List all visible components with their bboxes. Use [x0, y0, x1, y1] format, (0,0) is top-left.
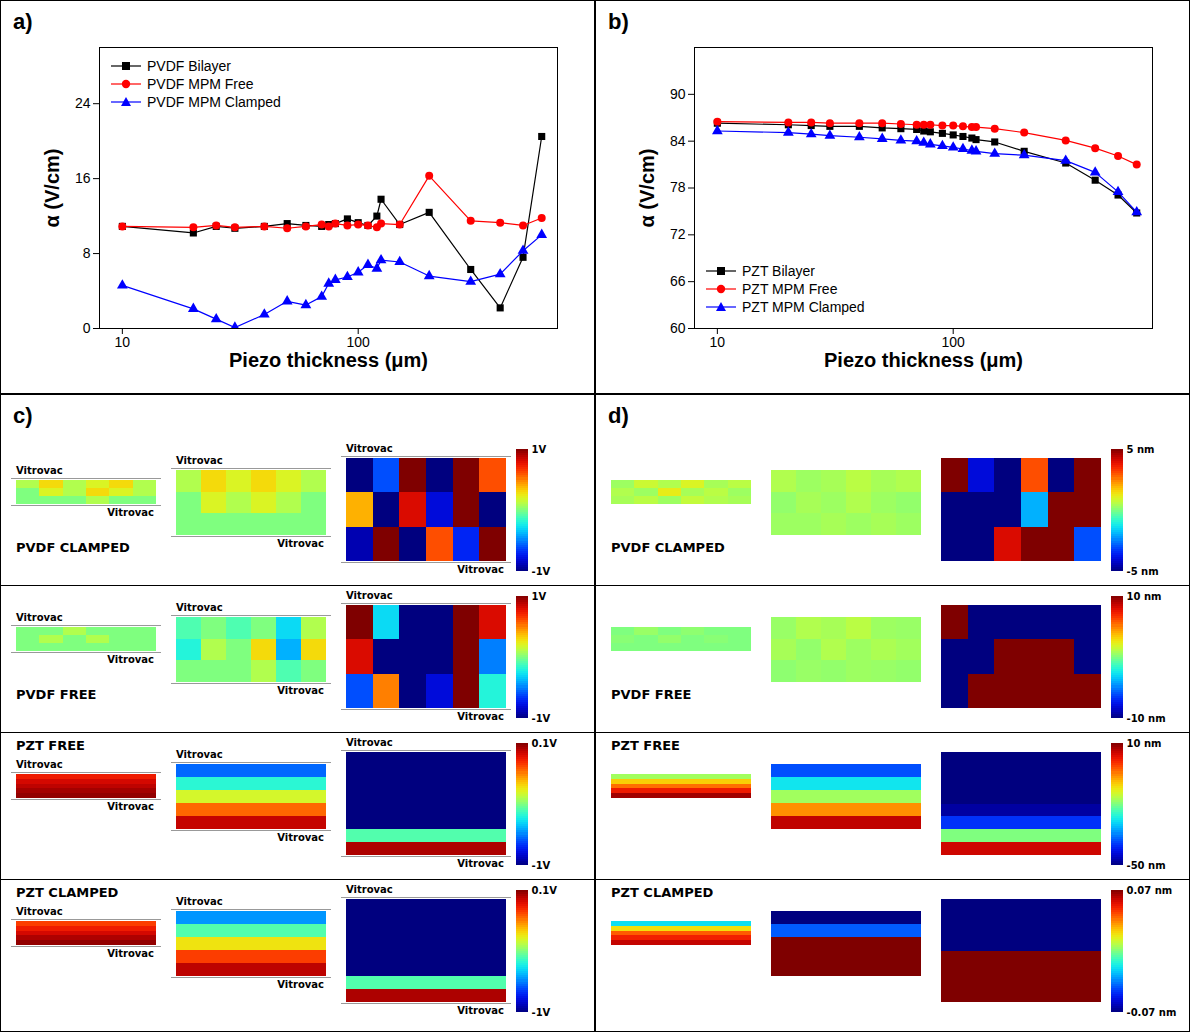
svg-text:Piezo thickness (μm): Piezo thickness (μm) — [229, 349, 428, 371]
svg-text:100: 100 — [941, 334, 965, 351]
html-text:Vitrovac: Vitrovac — [346, 884, 393, 895]
html-text:a): a) — [13, 9, 33, 34]
svg-text:66: 66 — [670, 273, 686, 289]
html-text:PVDF Bilayer: PVDF Bilayer — [147, 58, 231, 74]
html-text:PVDF FREE: PVDF FREE — [16, 687, 97, 702]
html-text:Vitrovac: Vitrovac — [107, 654, 154, 665]
svg-text:-50 nm: -50 nm — [1127, 860, 1166, 871]
html-text:Vitrovac: Vitrovac — [346, 443, 393, 454]
html-text:Vitrovac: Vitrovac — [107, 948, 154, 959]
html-text:PZT Bilayer: PZT Bilayer — [742, 263, 815, 279]
svg-text:-1V: -1V — [532, 566, 551, 577]
html-text:Vitrovac: Vitrovac — [176, 455, 223, 466]
html-text:PVDF MPM Free: PVDF MPM Free — [147, 76, 254, 92]
svg-text:α (V/cm): α (V/cm) — [41, 149, 63, 228]
html-text:Vitrovac: Vitrovac — [457, 858, 504, 869]
html-text:Vitrovac: Vitrovac — [16, 759, 63, 770]
html-text:Vitrovac: Vitrovac — [277, 832, 324, 843]
html-text:Vitrovac: Vitrovac — [277, 685, 324, 696]
html-text:Vitrovac: Vitrovac — [176, 602, 223, 613]
svg-text:0.1V: 0.1V — [532, 738, 558, 749]
svg-text:α (V/cm): α (V/cm) — [636, 149, 658, 228]
svg-text:-1V: -1V — [532, 1007, 551, 1018]
html-text:PZT MPM Free: PZT MPM Free — [742, 281, 838, 297]
svg-text:0.1V: 0.1V — [532, 885, 558, 896]
svg-text:-0.07 nm: -0.07 nm — [1127, 1007, 1177, 1018]
svg-text:0: 0 — [83, 320, 91, 336]
svg-text:-1V: -1V — [532, 713, 551, 724]
svg-text:100: 100 — [346, 334, 370, 351]
html-text:Vitrovac: Vitrovac — [16, 465, 63, 476]
html-text:b): b) — [608, 9, 629, 34]
html-text:Vitrovac: Vitrovac — [346, 590, 393, 601]
html-text:Vitrovac: Vitrovac — [457, 1005, 504, 1016]
svg-text:1V: 1V — [532, 591, 547, 602]
html-text:Vitrovac: Vitrovac — [16, 612, 63, 623]
html-text:PZT MPM Clamped: PZT MPM Clamped — [742, 299, 865, 315]
html-text:PZT FREE: PZT FREE — [611, 738, 680, 753]
svg-text:72: 72 — [670, 226, 686, 242]
html-text:Vitrovac: Vitrovac — [457, 711, 504, 722]
html-text:PVDF FREE: PVDF FREE — [611, 687, 692, 702]
svg-text:90: 90 — [670, 86, 686, 102]
html-text:d): d) — [608, 403, 629, 428]
html-text:PVDF CLAMPED: PVDF CLAMPED — [611, 540, 725, 555]
svg-text:10: 10 — [710, 334, 726, 350]
html-text:Vitrovac: Vitrovac — [457, 564, 504, 575]
svg-text:24: 24 — [75, 95, 91, 111]
html-text:Vitrovac: Vitrovac — [346, 737, 393, 748]
svg-text:5 nm: 5 nm — [1127, 444, 1155, 455]
html-text:Vitrovac: Vitrovac — [16, 906, 63, 917]
svg-text:60: 60 — [670, 320, 686, 336]
html-text:Vitrovac: Vitrovac — [107, 507, 154, 518]
html-text:Vitrovac: Vitrovac — [107, 801, 154, 812]
svg-text:10 nm: 10 nm — [1127, 591, 1162, 602]
svg-text:78: 78 — [670, 179, 686, 195]
html-text:PVDF MPM Clamped: PVDF MPM Clamped — [147, 94, 281, 110]
svg-text:0.07 nm: 0.07 nm — [1127, 885, 1173, 896]
html-text:PZT CLAMPED: PZT CLAMPED — [16, 885, 119, 900]
html-text:PZT FREE: PZT FREE — [16, 738, 85, 753]
html-text:c): c) — [13, 403, 33, 428]
svg-text:8: 8 — [83, 245, 91, 261]
html-text:PVDF CLAMPED: PVDF CLAMPED — [16, 540, 130, 555]
svg-text:84: 84 — [670, 133, 686, 149]
svg-text:-5 nm: -5 nm — [1127, 566, 1159, 577]
html-text:PZT CLAMPED: PZT CLAMPED — [611, 885, 714, 900]
svg-text:-10 nm: -10 nm — [1127, 713, 1166, 724]
svg-text:16: 16 — [75, 170, 91, 186]
svg-text:10: 10 — [115, 334, 131, 350]
svg-text:10 nm: 10 nm — [1127, 738, 1162, 749]
html-text:Vitrovac: Vitrovac — [277, 538, 324, 549]
html-text:Vitrovac: Vitrovac — [176, 896, 223, 907]
svg-text:1V: 1V — [532, 444, 547, 455]
html-text:Vitrovac: Vitrovac — [176, 749, 223, 760]
svg-text:-1V: -1V — [532, 860, 551, 871]
svg-text:Piezo thickness (μm): Piezo thickness (μm) — [824, 349, 1023, 371]
html-text:Vitrovac: Vitrovac — [277, 979, 324, 990]
